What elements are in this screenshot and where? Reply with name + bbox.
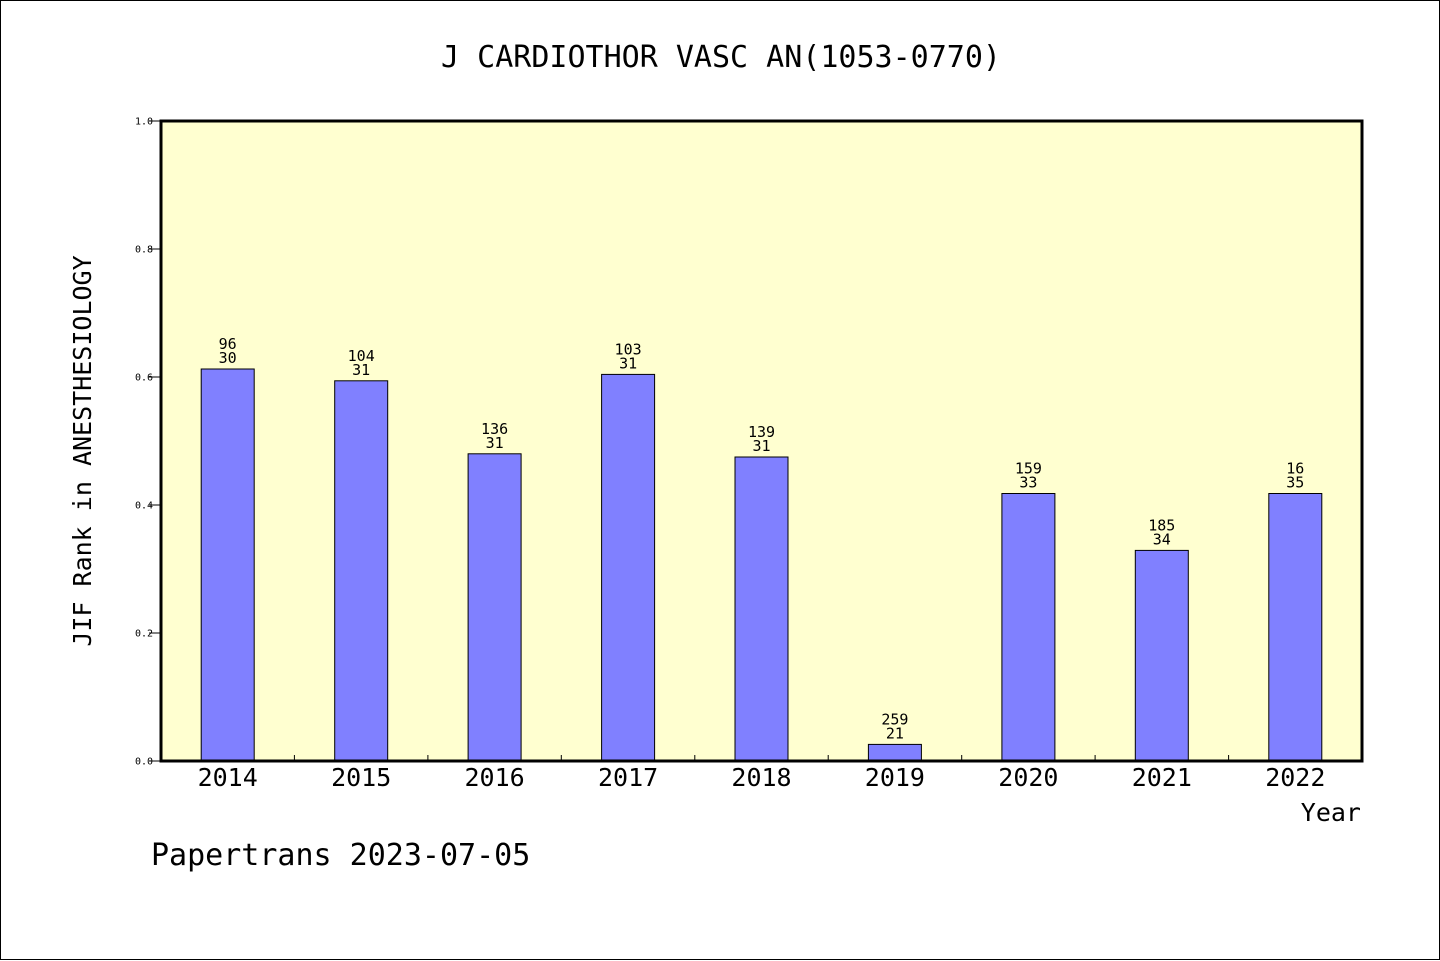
y-tick-label-0.0: 0.0 xyxy=(135,757,153,768)
bar-label-bottom-2016: 31 xyxy=(486,434,504,452)
y-tick-label-0.2: 0.2 xyxy=(135,629,153,640)
bar-label-bottom-2015: 31 xyxy=(352,361,370,379)
bar-2014 xyxy=(200,368,255,762)
bar-label-bottom-2021: 34 xyxy=(1153,530,1171,548)
bar-2017 xyxy=(601,373,656,762)
footer-credit: Papertrans 2023-07-05 xyxy=(151,838,530,873)
bar-label-bottom-2017: 31 xyxy=(619,354,637,372)
x-tick-label-2022: 2022 xyxy=(1265,763,1325,792)
bar-2022 xyxy=(1268,493,1323,762)
x-axis: 2014 2015 2016 2017 2018 2019 2020 2021 2022 xyxy=(198,755,1325,792)
y-tick-label-0.4: 0.4 xyxy=(135,501,153,512)
plot-border xyxy=(159,119,1364,763)
y-tick-label-0.6: 0.6 xyxy=(135,373,153,384)
bars-group xyxy=(200,368,1323,762)
bar-2019 xyxy=(867,743,922,762)
y-axis: 0.0 0.2 0.4 0.6 0.8 1.0 xyxy=(135,117,161,768)
bar-label-top-2020: 159 xyxy=(1015,460,1042,478)
bar-label-bottom-2022: 35 xyxy=(1286,474,1304,492)
y-tick-label-1.0: 1.0 xyxy=(135,117,153,128)
bar-label-bottom-2020: 33 xyxy=(1019,474,1037,492)
bar-label-top-2017: 103 xyxy=(615,340,642,358)
bar-label-top-2019: 259 xyxy=(881,710,908,728)
bar-label-bottom-2018: 31 xyxy=(752,437,770,455)
bar-label-bottom-2014: 30 xyxy=(219,349,237,367)
x-tick-label-2018: 2018 xyxy=(731,763,791,792)
bar-2016 xyxy=(467,453,522,762)
bar-label-top-2015: 104 xyxy=(348,347,375,365)
bar-2015 xyxy=(334,380,389,762)
x-tick-label-2020: 2020 xyxy=(998,763,1058,792)
x-tick-label-2015: 2015 xyxy=(331,763,391,792)
bar-label-bottom-2019: 21 xyxy=(886,724,904,742)
bar-2018 xyxy=(734,456,789,762)
x-tick-label-2016: 2016 xyxy=(464,763,524,792)
bar-2020 xyxy=(1001,493,1056,762)
bar-label-top-2022: 16 xyxy=(1286,460,1304,478)
bar-label-top-2014: 96 xyxy=(219,335,237,353)
x-tick-label-2019: 2019 xyxy=(865,763,925,792)
y-tick-label-0.8: 0.8 xyxy=(135,245,153,256)
bar-label-top-2016: 136 xyxy=(481,420,508,438)
x-axis-label: Year xyxy=(1301,798,1361,827)
x-tick-label-2017: 2017 xyxy=(598,763,658,792)
bar-2021 xyxy=(1134,549,1189,762)
chart-title: J CARDIOTHOR VASC AN(1053-0770) xyxy=(441,40,1001,75)
x-tick-label-2014: 2014 xyxy=(198,763,258,792)
y-axis-label: JIF Rank in ANESTHESIOLOGY xyxy=(68,255,97,646)
x-tick-label-2021: 2021 xyxy=(1132,763,1192,792)
bar-label-top-2021: 185 xyxy=(1148,516,1175,534)
bar-label-top-2018: 139 xyxy=(748,423,775,441)
